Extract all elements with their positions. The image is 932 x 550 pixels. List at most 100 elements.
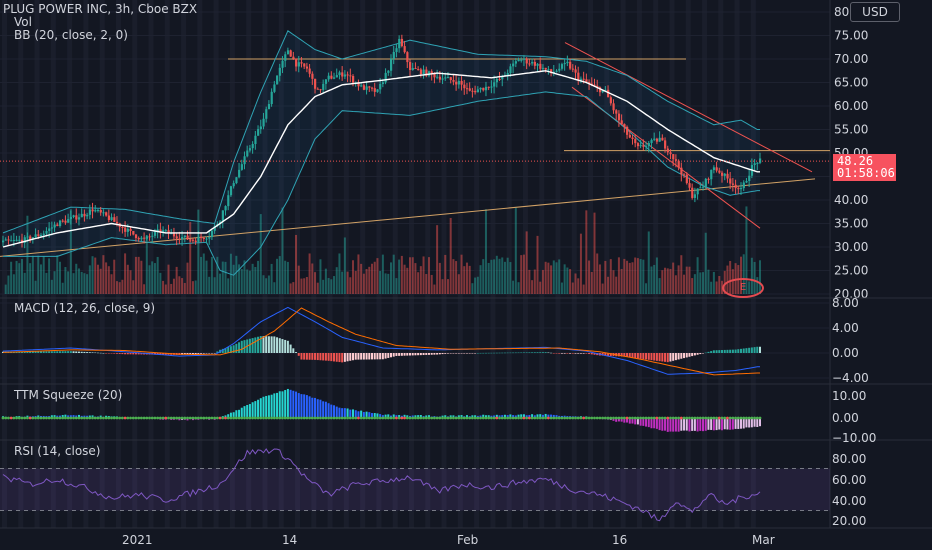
- volume-bar: [729, 260, 732, 294]
- volume-bar: [468, 265, 471, 294]
- candle-body: [419, 69, 423, 75]
- volume-bar: [156, 256, 159, 294]
- ttm-squeeze-dot: [622, 416, 626, 420]
- candle-body: [48, 228, 51, 231]
- macd-histogram-bar: [200, 353, 203, 354]
- candle-body: [408, 62, 412, 70]
- volume-bar: [607, 276, 610, 294]
- candle-body: [7, 239, 10, 241]
- ttm-squeeze-dot: [45, 416, 48, 420]
- volume-bar: [362, 273, 365, 294]
- macd-histogram-bar: [702, 353, 705, 354]
- candle-body: [26, 236, 29, 238]
- ttm-histogram-bar: [626, 418, 629, 423]
- ttm-squeeze-dot: [88, 416, 92, 420]
- macd-histogram-bar: [645, 353, 648, 360]
- macd-histogram-bar: [452, 353, 455, 354]
- ttm-squeeze-dot: [470, 416, 474, 420]
- candle-body: [734, 184, 737, 189]
- currency-button[interactable]: USD: [850, 2, 900, 22]
- ttm-squeeze-dot: [202, 416, 206, 420]
- session-shade: [441, 0, 447, 528]
- volume-bar: [238, 264, 241, 294]
- volume-bar: [12, 274, 15, 294]
- macd-histogram-bar: [688, 353, 691, 357]
- ttm-histogram-bar: [267, 395, 270, 418]
- volume-bar: [525, 231, 528, 294]
- ttm-squeeze-dot: [723, 416, 727, 420]
- candle-body: [232, 183, 235, 187]
- ttm-squeeze-dot: [365, 416, 368, 420]
- macd-histogram-bar: [582, 353, 585, 354]
- macd-histogram-bar: [541, 352, 544, 353]
- ttm-squeeze-dot: [522, 416, 526, 420]
- macd-histogram-bar: [389, 353, 392, 358]
- ttm-squeeze-dot: [416, 416, 420, 420]
- ttm-squeeze-dot: [587, 416, 591, 420]
- macd-histogram-bar: [460, 353, 463, 354]
- ttm-squeeze-dot: [443, 416, 447, 420]
- volume-bar: [308, 253, 311, 294]
- volume-bar: [216, 256, 219, 294]
- candle-body: [677, 160, 680, 168]
- ttm-squeeze-dot: [595, 416, 599, 420]
- macd-histogram-bar: [563, 353, 566, 354]
- candle-body: [349, 75, 352, 77]
- macd-histogram-bar: [672, 353, 675, 361]
- ttm-squeeze-dot: [324, 416, 328, 420]
- volume-bar: [661, 270, 664, 294]
- ttm-squeeze-dot: [12, 416, 16, 420]
- ttm-histogram-bar: [715, 418, 718, 431]
- session-shade: [18, 0, 24, 528]
- volume-bar: [718, 276, 721, 294]
- macd-histogram-bar: [471, 353, 474, 354]
- volume-bar: [235, 255, 238, 294]
- ttm-squeeze-dot: [411, 416, 415, 420]
- candle-body: [243, 156, 246, 165]
- volume-bar: [403, 264, 406, 294]
- volume-bar: [232, 264, 235, 294]
- ttm-squeeze-dot: [259, 416, 263, 420]
- earnings-marker[interactable]: E: [722, 278, 764, 298]
- volume-bar: [691, 278, 694, 294]
- volume-bar: [39, 264, 42, 294]
- ttm-histogram-bar: [528, 414, 531, 418]
- candle-body: [34, 234, 37, 238]
- volume-bar: [159, 272, 162, 294]
- macd-histogram-bar: [408, 353, 411, 356]
- volume-bar: [384, 273, 387, 294]
- ttm-histogram-bar: [349, 409, 352, 418]
- ttm-squeeze-dot: [93, 416, 97, 420]
- volume-bar: [514, 207, 517, 294]
- ttm-histogram-bar: [303, 394, 306, 418]
- ttm-histogram-bar: [547, 414, 550, 418]
- ttm-histogram-bar: [248, 404, 251, 418]
- volume-bar: [194, 280, 197, 294]
- ttm-squeeze-dot: [278, 416, 282, 420]
- candle-body: [731, 183, 735, 185]
- ttm-histogram-bar: [495, 414, 498, 418]
- candle-body: [224, 206, 227, 211]
- ttm-histogram-bar: [259, 398, 262, 418]
- volume-bar: [31, 255, 34, 294]
- volume-bar: [636, 258, 639, 294]
- volume-bar: [577, 278, 580, 294]
- ttm-squeeze-dot: [593, 416, 596, 420]
- candle-body: [487, 86, 490, 88]
- ttm-squeeze-dot: [549, 416, 553, 420]
- candle-body: [520, 59, 523, 61]
- ttm-histogram-bar: [338, 407, 341, 418]
- candle-body: [191, 239, 195, 241]
- candle-body: [566, 61, 569, 64]
- volume-bar: [96, 264, 99, 294]
- candle-body: [284, 54, 287, 61]
- macd-histogram-bar: [607, 353, 610, 356]
- macd-histogram-bar: [704, 352, 707, 354]
- ttm-squeeze-dot: [462, 416, 466, 420]
- volume-bar: [197, 209, 200, 294]
- macd-histogram-bar: [753, 347, 756, 353]
- macd-histogram-bar: [490, 352, 493, 354]
- candle-body: [270, 91, 273, 105]
- ttm-squeeze-dot: [131, 416, 135, 420]
- session-shade: [571, 0, 577, 528]
